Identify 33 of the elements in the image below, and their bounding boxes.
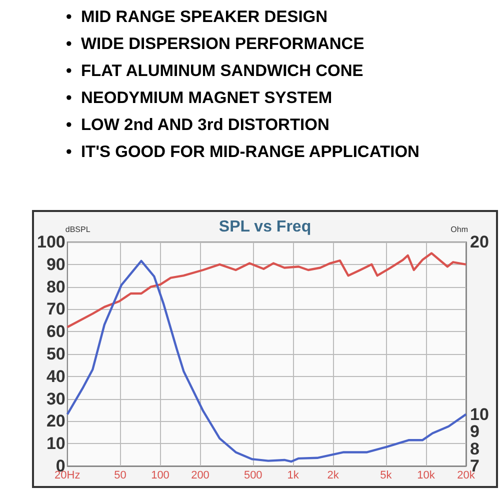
x-tick-label: 100 — [151, 470, 170, 482]
x-tick-label: 200 — [191, 470, 210, 482]
y-tick-label: 40 — [46, 366, 66, 386]
text: • IT'S GOOD FOR MID-RANGE APPLICATION — [66, 142, 420, 163]
y-tick-label: 80 — [46, 277, 66, 296]
y2-tick-label: 20 — [470, 232, 489, 252]
y2-tick-label: 10 — [470, 404, 489, 424]
text: • WIDE DISPERSION PERFORMANCE — [66, 34, 366, 55]
x-tick-label: 5k — [380, 470, 392, 482]
x-tick-label: 500 — [244, 470, 262, 482]
x-tick-label: 20k — [457, 470, 476, 482]
x-tick-label: 2k — [327, 470, 340, 482]
y-tick-label: 70 — [46, 300, 66, 319]
chart-title: SPL vs Freq — [218, 218, 312, 236]
y-tick-label: 100 — [36, 232, 66, 252]
y2-axis-title: Ohm — [450, 225, 468, 234]
y2-tick-label: 9 — [470, 422, 480, 442]
text: • FLAT ALUMINUM SANDWICH CONE — [66, 61, 364, 82]
y-tick-label: 10 — [46, 434, 66, 454]
y2-tick-label: 8 — [470, 439, 480, 458]
text: • NEODYMIUM MAGNET SYSTEM — [66, 88, 334, 109]
text: • MID RANGE SPEAKER DESIGN — [66, 7, 329, 28]
y-tick-label: 30 — [46, 389, 66, 408]
y-tick-label: 60 — [46, 322, 66, 342]
x-tick-label: 10k — [417, 470, 436, 482]
x-tick-label: 1k — [287, 470, 300, 482]
y-tick-label: 20 — [46, 412, 66, 431]
y-tick-label: 50 — [46, 344, 66, 364]
y-tick-label: 90 — [46, 254, 66, 274]
text: • LOW 2nd AND 3rd DISTORTION — [66, 115, 330, 136]
x-tick-label: 50 — [114, 470, 126, 482]
y-axis-title: dBSPL — [65, 225, 91, 234]
x-tick-label: 20Hz — [54, 470, 80, 482]
